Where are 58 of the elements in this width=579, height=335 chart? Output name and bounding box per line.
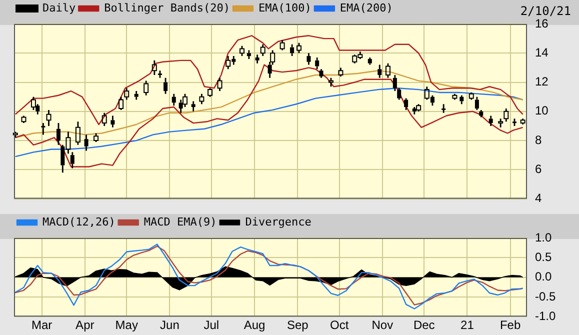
- candlestick: [442, 103, 446, 114]
- y-tick-label: 1.0: [535, 230, 552, 244]
- x-tick-label: Aug: [244, 318, 266, 332]
- x-tick-label: Jul: [204, 318, 220, 332]
- candlestick: [70, 151, 74, 169]
- x-tick-label: Sep: [286, 318, 309, 332]
- candlestick: [217, 77, 222, 92]
- y-tick-label: 12: [535, 74, 549, 89]
- y-tick-label: 0.5: [535, 250, 552, 264]
- candlestick: [152, 60, 157, 76]
- candlestick: [134, 90, 138, 100]
- y-tick-label: 16: [535, 16, 549, 30]
- candlestick: [41, 122, 46, 136]
- x-tick-label: Dec: [413, 318, 435, 332]
- y-tick-label: -0.5: [535, 289, 556, 304]
- candlestick: [306, 52, 311, 66]
- x-tick-label: Feb: [500, 318, 521, 332]
- legend-label: MACD(12,26): [42, 215, 116, 228]
- legend-label: MACD EMA(9): [144, 215, 217, 228]
- candlestick: [460, 94, 464, 105]
- x-tick-label: Mar: [31, 318, 52, 332]
- candlestick: [191, 100, 196, 112]
- y-tick-label: 14: [535, 45, 549, 60]
- y-tick-label: 0.0: [535, 270, 552, 284]
- x-tick-label: Apr: [76, 318, 94, 332]
- x-tick-label: Nov: [372, 318, 394, 332]
- y-tick-label: 6: [535, 162, 542, 176]
- y-tick-label: 8: [535, 132, 542, 147]
- text: 2/10/21: [520, 4, 571, 18]
- x-tick-label: Oct: [330, 318, 350, 332]
- y-tick-label: -1.0: [535, 308, 556, 323]
- candlestick: [172, 93, 176, 106]
- candlestick: [84, 134, 88, 152]
- legend-label: EMA(100): [258, 1, 312, 14]
- x-tick-label: 21: [460, 318, 474, 332]
- candlestick: [488, 115, 493, 127]
- y-tick-label: 10: [535, 104, 549, 118]
- candlestick: [199, 93, 204, 105]
- candlestick: [46, 109, 52, 127]
- y-tick-label: 4: [535, 191, 542, 206]
- x-tick-label: Jun: [160, 318, 180, 332]
- candlestick: [378, 64, 382, 79]
- candlestick: [260, 44, 266, 57]
- candlestick: [102, 112, 107, 127]
- candlestick: [504, 108, 509, 122]
- legend-label: Divergence: [245, 215, 312, 228]
- legend-label: Daily: [42, 1, 76, 14]
- x-tick-label: May: [115, 318, 138, 332]
- candlestick: [498, 118, 504, 128]
- candlestick: [368, 56, 372, 66]
- legend-label: EMA(200): [340, 1, 393, 14]
- candlestick: [255, 54, 260, 64]
- candlestick: [479, 109, 484, 118]
- candlestick: [315, 56, 320, 70]
- candlestick: [56, 122, 60, 146]
- candlestick: [319, 68, 324, 79]
- legend-label: Bollinger Bands(20): [104, 1, 230, 14]
- candlestick: [110, 115, 115, 128]
